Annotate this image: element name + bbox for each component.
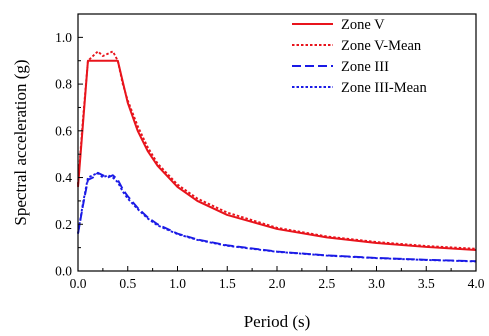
y-tick-label: 0.8 bbox=[55, 77, 72, 92]
ticks: 0.0 0.5 1.0 1.5 2.0 2.5 3.0 3.5 4.0 0.0 0.2 0.4 0.6 0… bbox=[55, 13, 485, 291]
x-tick-label: 0.0 bbox=[70, 276, 87, 291]
legend: Zone V Zone V-Mean Zone III Zone III-Mean bbox=[292, 17, 427, 96]
y-tick-label: 1.0 bbox=[55, 30, 72, 45]
series-line-zone-iii-mean bbox=[77, 171, 477, 263]
x-tick-label: 1.5 bbox=[219, 276, 236, 291]
y-tick-label: 0.2 bbox=[55, 217, 72, 232]
legend-label-zone-v-mean: Zone V-Mean bbox=[341, 38, 422, 54]
plot-lines bbox=[77, 50, 477, 263]
x-tick-label: 2.5 bbox=[318, 276, 335, 291]
y-axis-label: Spectral acceleration (g) bbox=[11, 59, 30, 225]
x-tick-label: 3.5 bbox=[418, 276, 435, 291]
series-line-zone-v-mean bbox=[77, 50, 477, 250]
x-tick-label: 4.0 bbox=[468, 276, 485, 291]
x-tick-label: 3.0 bbox=[368, 276, 385, 291]
y-tick-label: 0.0 bbox=[55, 264, 72, 279]
x-axis-label: Period (s) bbox=[244, 312, 311, 331]
x-tick-label: 2.0 bbox=[269, 276, 286, 291]
y-tick-label: 0.4 bbox=[55, 170, 72, 185]
legend-label-zone-iii: Zone III bbox=[341, 59, 389, 75]
legend-label-zone-v: Zone V bbox=[341, 17, 385, 33]
legend-label-zone-iii-mean: Zone III-Mean bbox=[341, 80, 427, 96]
series-line-zone-iii bbox=[77, 171, 477, 263]
x-tick-label: 0.5 bbox=[119, 276, 136, 291]
y-tick-label: 0.6 bbox=[55, 123, 72, 138]
x-tick-label: 1.0 bbox=[169, 276, 186, 291]
